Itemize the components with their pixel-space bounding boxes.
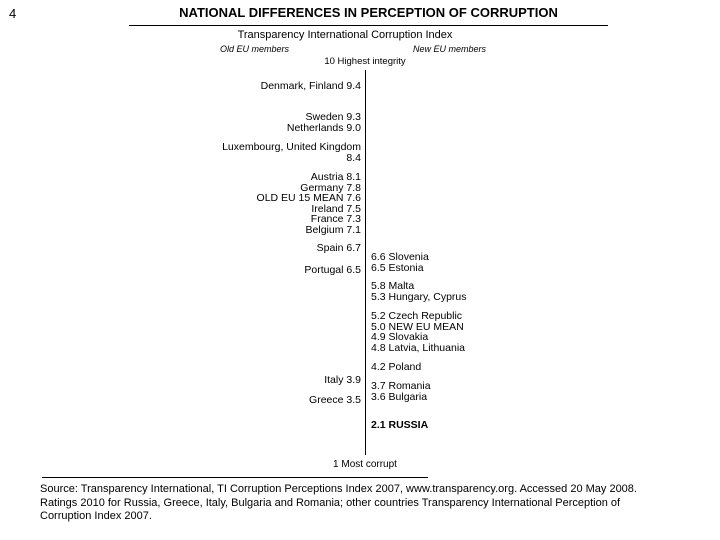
page-number: 4 (9, 6, 17, 21)
footer-divider (42, 477, 428, 478)
chart-entry-group: 5.8 Malta 5.3 Hungary, Cyprus (371, 281, 706, 302)
chart-entry: Germany 7.8 (300, 181, 361, 194)
chart-entry: Denmark, Finland 9.4 (260, 80, 361, 92)
chart-entry: Austria 8.1 (310, 171, 361, 183)
chart-entry-group: Portugal 6.5 (0, 265, 361, 276)
chart-entry-group: Luxembourg, United Kingdom 8.4 (0, 142, 361, 163)
title-block: NATIONAL DIFFERENCES IN PERCEPTION OF CO… (129, 5, 608, 26)
chart-entry: 3.6 Bulgaria (371, 390, 428, 403)
chart-entry: 8.4 (346, 151, 361, 164)
chart-entry: OLD EU 15 MEAN 7.6 (256, 192, 361, 204)
slide-title: NATIONAL DIFFERENCES IN PERCEPTION OF CO… (179, 5, 558, 20)
chart-entry-group: Austria 8.1 Germany 7.8 OLD EU 15 MEAN 7.6… (0, 172, 361, 235)
chart-entry-group: 3.7 Romania 3.6 Bulgaria (371, 381, 706, 402)
chart-entry-group: 5.2 Czech Republic 5.0 NEW EU MEAN 4.9 Slo… (371, 311, 706, 353)
legend-old-eu-members: Old EU members (220, 44, 290, 54)
chart-entry-group: Greece 3.5 (0, 395, 361, 406)
chart-entry: 4.2 Poland (371, 361, 422, 373)
chart-entry-group: 4.2 Poland (371, 362, 706, 373)
chart-entry: 2.1 RUSSIA (371, 419, 429, 431)
chart-entry: Spain 6.7 (316, 242, 361, 254)
legend-new-eu-members: New EU members (413, 44, 487, 54)
chart-entry-group: Denmark, Finland 9.4 (0, 81, 361, 92)
chart-entry: 4.8 Latvia, Lithuania (371, 341, 465, 354)
chart-entry: Ireland 7.5 (311, 202, 361, 215)
chart-entry: Sweden 9.3 (305, 111, 361, 123)
chart-entry: Luxembourg, United Kingdom (222, 141, 361, 153)
source-note: Source: Transparency International, TI C… (40, 483, 637, 522)
chart-title: Transparency International Corruption In… (237, 29, 453, 41)
chart-entry-group: Italy 3.9 (0, 375, 361, 386)
chart-entry: Greece 3.5 (309, 394, 361, 406)
vertical-axis-line (365, 70, 366, 455)
chart-entry: 6.6 Slovenia (371, 251, 429, 263)
chart-entry-group: 6.6 Slovenia 6.5 Estonia (371, 252, 706, 273)
chart-entry-group: Spain 6.7 (0, 243, 361, 254)
chart-entry: 5.8 Malta (371, 280, 415, 292)
axis-bottom-label: 1 Most corrupt (333, 459, 397, 470)
chart-entry: Italy 3.9 (324, 374, 361, 386)
chart-entry: Portugal 6.5 (304, 264, 361, 276)
chart-entry: Belgium 7.1 (305, 223, 361, 236)
axis-top-label: 10 Highest integrity (324, 56, 406, 67)
chart-entry-group: Sweden 9.3 Netherlands 9.0 (0, 112, 361, 133)
chart-entry: 5.3 Hungary, Cyprus (371, 290, 467, 303)
chart-entry: 4.9 Slovakia (371, 331, 429, 343)
chart-entry: 6.5 Estonia (371, 261, 424, 274)
chart-entry-group: 2.1 RUSSIA (371, 420, 706, 431)
chart-entry: Netherlands 9.0 (286, 121, 361, 134)
chart-entry: France 7.3 (310, 213, 361, 225)
chart-entry: 5.2 Czech Republic (371, 310, 463, 322)
chart-entry: 3.7 Romania (371, 380, 431, 392)
chart-entry: 5.0 NEW EU MEAN (371, 320, 464, 333)
